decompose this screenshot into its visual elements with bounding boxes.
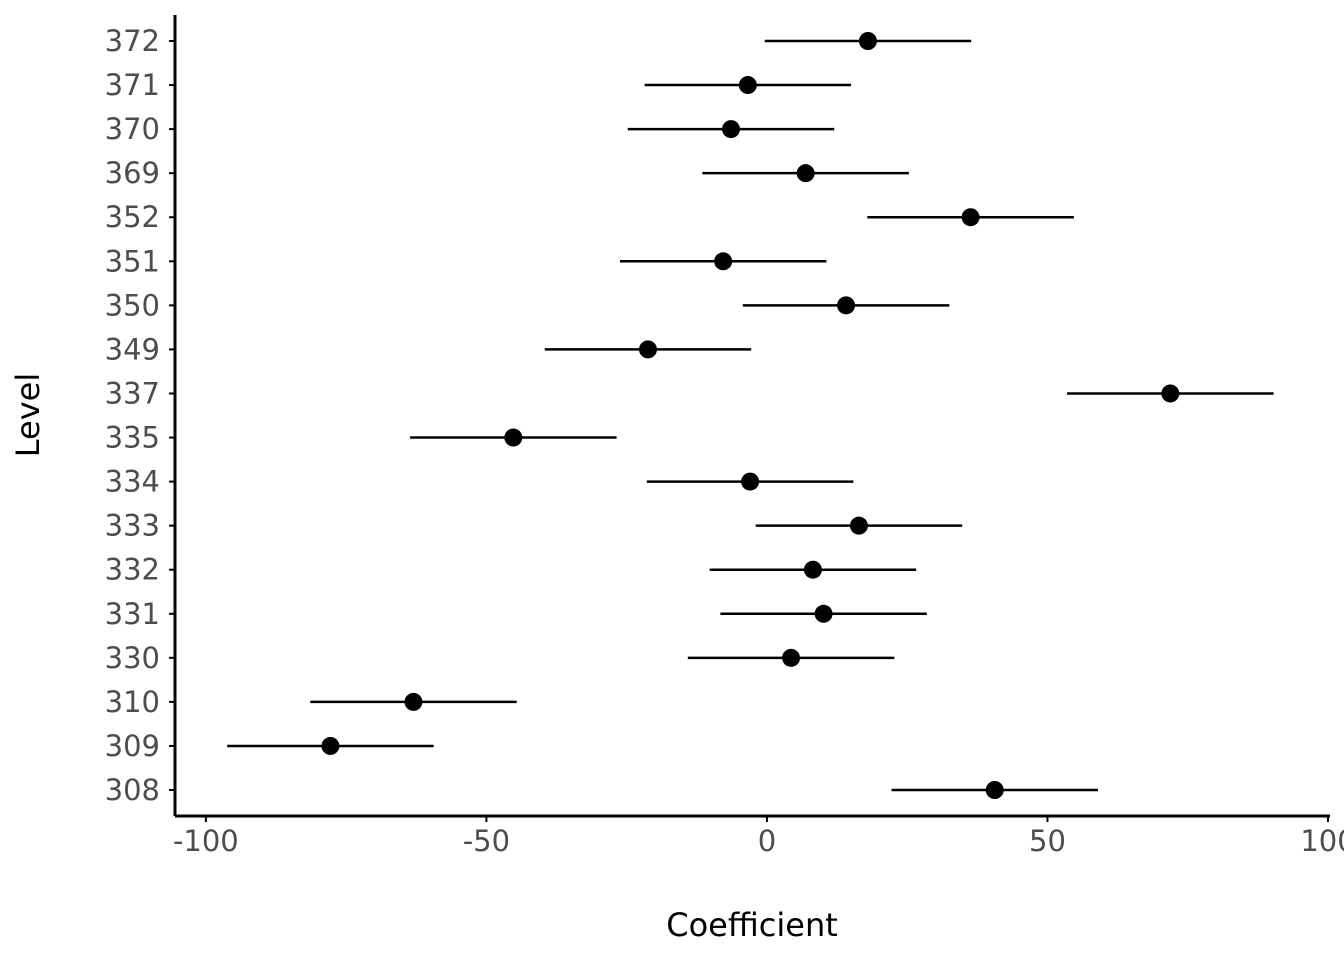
y-tick-label: 349	[105, 332, 160, 366]
point	[782, 648, 801, 667]
x-tick-label: 50	[1029, 824, 1066, 858]
x-tick-label: -100	[173, 824, 239, 858]
y-tick-label: 372	[105, 24, 160, 58]
y-tick-label: 369	[105, 156, 160, 190]
point	[849, 516, 868, 535]
y-tick-label: 332	[105, 553, 160, 587]
point	[858, 32, 877, 50]
point	[796, 164, 815, 183]
y-tick-label: 334	[105, 465, 160, 499]
point	[741, 472, 760, 491]
point	[321, 736, 340, 755]
x-tick-label: 0	[758, 824, 776, 858]
y-tick-label: 330	[105, 641, 160, 675]
point	[961, 208, 980, 227]
point	[722, 120, 741, 139]
y-tick-label: 308	[105, 773, 160, 807]
point	[1161, 384, 1180, 403]
y-tick-label: 331	[105, 597, 160, 631]
point	[504, 428, 523, 447]
point	[803, 560, 822, 579]
y-tick-label: 337	[105, 376, 160, 410]
y-tick-label: 351	[105, 244, 160, 278]
y-tick-label: 333	[105, 509, 160, 543]
point	[738, 76, 757, 95]
y-tick-label: 310	[105, 685, 160, 719]
point	[985, 781, 1004, 799]
y-axis-title: Level	[9, 373, 47, 457]
y-tick-label: 309	[105, 729, 160, 763]
point	[404, 692, 423, 711]
point	[814, 604, 833, 623]
y-tick-label: 335	[105, 421, 160, 455]
y-tick-label: 370	[105, 112, 160, 146]
y-tick-label: 371	[105, 68, 160, 102]
point	[638, 340, 657, 359]
x-tick-label: 100	[1300, 824, 1344, 858]
y-tick-label: 350	[105, 288, 160, 322]
point	[837, 296, 856, 315]
y-tick-label: 352	[105, 200, 160, 234]
point	[714, 252, 733, 271]
x-axis-title: Coefficient	[666, 906, 838, 944]
x-tick-label: -50	[463, 824, 510, 858]
